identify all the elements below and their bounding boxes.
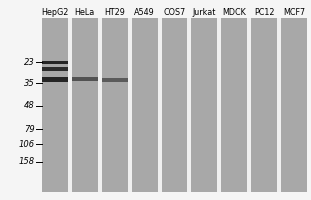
Bar — [251, 18, 277, 192]
Bar — [72, 18, 98, 192]
Text: MCF7: MCF7 — [283, 8, 305, 17]
Bar — [42, 18, 68, 192]
Text: 106: 106 — [19, 140, 35, 149]
Text: PC12: PC12 — [254, 8, 274, 17]
Bar — [42, 77, 68, 82]
Text: Jurkat: Jurkat — [193, 8, 216, 17]
Text: 23: 23 — [24, 58, 35, 67]
Text: 158: 158 — [19, 157, 35, 166]
Text: MDCK: MDCK — [222, 8, 246, 17]
Text: 79: 79 — [24, 125, 35, 134]
Bar — [42, 61, 68, 64]
Bar — [192, 18, 217, 192]
Bar — [281, 18, 307, 192]
Bar — [221, 18, 247, 192]
Text: HT29: HT29 — [104, 8, 125, 17]
Bar — [42, 18, 307, 192]
Text: HepG2: HepG2 — [41, 8, 69, 17]
Bar — [102, 78, 128, 82]
Text: 35: 35 — [24, 79, 35, 88]
Bar — [102, 18, 128, 192]
Text: A549: A549 — [134, 8, 155, 17]
Bar — [72, 77, 98, 81]
Bar — [132, 18, 158, 192]
Text: HeLa: HeLa — [75, 8, 95, 17]
Text: COS7: COS7 — [163, 8, 186, 17]
Bar — [161, 18, 188, 192]
Bar — [42, 67, 68, 71]
Text: 48: 48 — [24, 101, 35, 110]
